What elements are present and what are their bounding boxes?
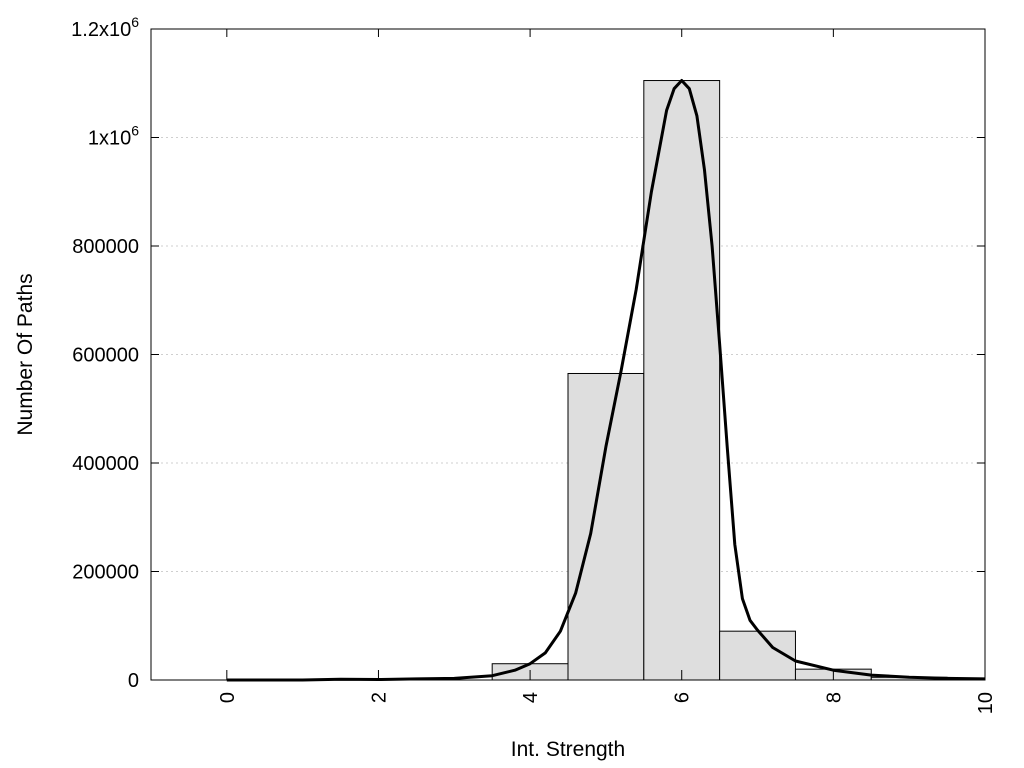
fit-curve-group — [226, 79, 986, 682]
fit-curve — [226, 79, 986, 682]
x-axis-ticks: 0 2 4 6 8 10 — [217, 29, 997, 714]
bar — [567, 372, 645, 681]
x-axis-title: Int. Strength — [511, 738, 625, 761]
y-tick-label: 0 — [128, 670, 139, 692]
y-tick-label: 800000 — [72, 236, 139, 258]
x-tick-label: 4 — [520, 692, 542, 703]
y-tick-label: 1.2x106 — [71, 14, 139, 41]
y-tick-label: 600000 — [72, 345, 139, 367]
y-tick-label: 1x106 — [88, 123, 139, 150]
x-tick-label: 10 — [975, 692, 997, 714]
bars — [491, 80, 948, 681]
y-tick-label: 400000 — [72, 453, 139, 475]
x-tick-label: 8 — [823, 692, 845, 703]
y-tick-label: 200000 — [72, 562, 139, 584]
bar — [719, 630, 796, 681]
x-tick-label: 0 — [217, 692, 239, 703]
y-axis-ticks: 0 200000 400000 600000 800000 1x106 1.2x106 — [71, 14, 985, 692]
x-tick-label: 2 — [368, 692, 390, 703]
y-axis-title: Number Of Paths — [14, 273, 37, 435]
x-tick-label: 6 — [672, 692, 694, 703]
